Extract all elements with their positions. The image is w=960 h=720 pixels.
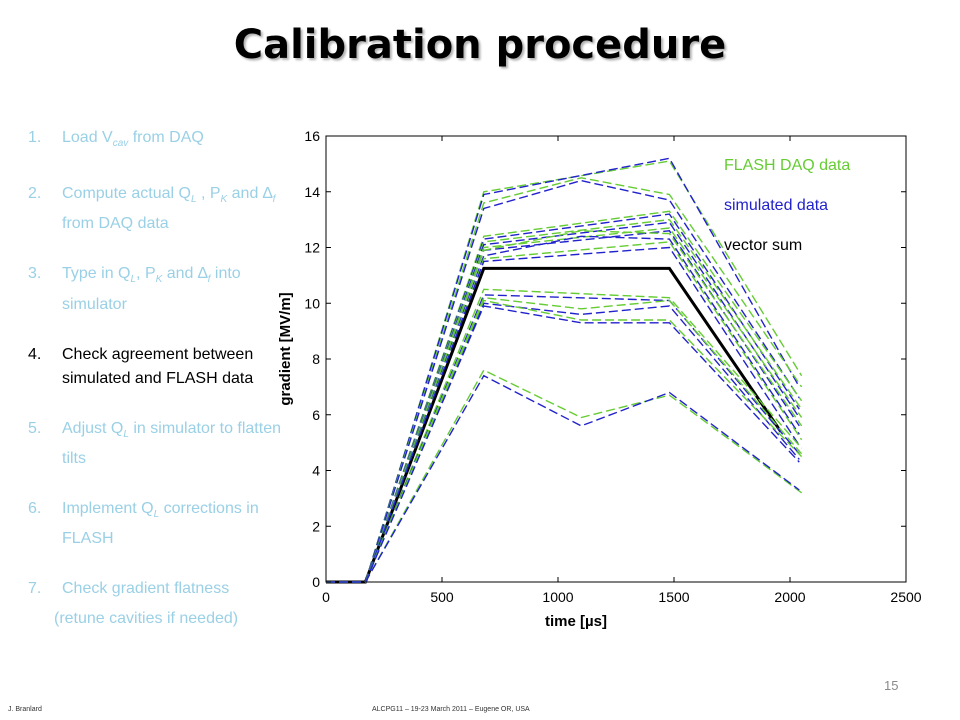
x-tick-label: 2500 — [890, 589, 921, 605]
step-number: 7. — [28, 579, 42, 597]
step-text: , P — [196, 185, 221, 203]
step-number: 4. — [28, 345, 42, 363]
legend-label: simulated data — [724, 197, 828, 214]
x-tick-label: 500 — [430, 589, 454, 605]
footer-author: J. Branlard — [8, 706, 42, 713]
x-axis-label: time [µs] — [545, 613, 607, 630]
plot-frame — [325, 135, 907, 583]
step-item: 7. Check gradient flatness (retune cavitie… — [28, 577, 290, 631]
step-item: 4. Check agreement between simulated and … — [28, 343, 290, 391]
gradient-chart: 0 500 1000 1500 2000 2500 0 2 4 6 8 10 12 14 16 time [µ… — [278, 128, 922, 630]
y-tick-label: 0 — [312, 574, 320, 590]
step-subscript: L — [130, 274, 137, 286]
step-item: 5. Adjust QL in simulator to flatten tilt… — [28, 417, 290, 471]
step-text: and ∆ — [227, 185, 273, 203]
step-number: 1. — [28, 129, 42, 146]
step-number: 6. — [28, 499, 42, 517]
x-tick-label: 2000 — [774, 589, 805, 605]
step-number: 5. — [28, 419, 42, 437]
y-tick-label: 10 — [304, 295, 320, 311]
step-subscript: K — [155, 274, 163, 286]
steps-list: 1. Load Vcav from DAQ 2. Compute actual QL … — [28, 126, 290, 631]
step-subscript: L — [190, 194, 197, 206]
legend-label: FLASH DAQ data — [724, 157, 850, 174]
step-text: from DAQ — [128, 129, 204, 146]
step-item: 2. Compute actual QL , PK and ∆f from DAQ… — [28, 182, 290, 236]
step-text: corrections in FLASH — [62, 499, 259, 547]
step-text: and ∆ — [162, 265, 208, 283]
step-text: Check agreement between simulated and FL… — [62, 345, 254, 387]
page-number: 15 — [884, 678, 899, 693]
step-text: in simulator to flatten tilts — [62, 419, 281, 467]
y-tick-label: 14 — [304, 184, 320, 200]
slide-title: Calibration procedure — [233, 22, 727, 68]
footer-conference: ALCPG11 – 19-23 March 2011 – Eugene OR, … — [372, 706, 530, 713]
y-tick-label: 6 — [312, 407, 320, 423]
x-tick-label: 0 — [322, 589, 330, 605]
y-tick-label: 16 — [304, 128, 320, 144]
step-text: into simulator — [62, 265, 241, 313]
x-tick-label: 1000 — [542, 589, 573, 605]
step-text: Implement Q — [62, 499, 154, 517]
legend-label: vector sum — [724, 237, 802, 254]
y-tick-label: 2 — [312, 518, 320, 534]
step-number: 3. — [28, 265, 42, 283]
step-text: Type in Q — [62, 265, 131, 283]
step-item: 1. Load Vcav from DAQ — [28, 126, 290, 156]
y-axis-label: gradient [MV/m] — [278, 292, 294, 405]
step-subscript: f — [272, 194, 276, 206]
series-line-22 — [326, 374, 800, 583]
y-tick-label: 8 — [312, 351, 320, 367]
x-tick-label: 1500 — [658, 589, 689, 605]
step-text: from DAQ data — [62, 215, 169, 233]
step-extra-text: (retune cavities if needed) — [54, 609, 239, 627]
step-text: Adjust Q — [62, 419, 124, 437]
step-item: 3. Type in QL, PK and ∆f into simulator — [28, 262, 290, 316]
y-tick-label: 12 — [304, 240, 320, 256]
step-subscript: L — [153, 508, 160, 520]
step-text: , P — [136, 265, 156, 283]
step-item: 6. Implement QL corrections in FLASH — [28, 497, 290, 551]
step-number: 2. — [28, 185, 42, 203]
step-subscript: L — [123, 428, 129, 440]
step-text: Compute actual Q — [62, 185, 191, 203]
step-subscript: f — [207, 274, 211, 286]
step-text: Check gradient flatness — [62, 579, 230, 597]
step-subscript: K — [220, 194, 228, 206]
y-tick-label: 4 — [312, 463, 320, 479]
step-subscript: cav — [112, 138, 129, 150]
step-text: Load V — [62, 129, 113, 146]
